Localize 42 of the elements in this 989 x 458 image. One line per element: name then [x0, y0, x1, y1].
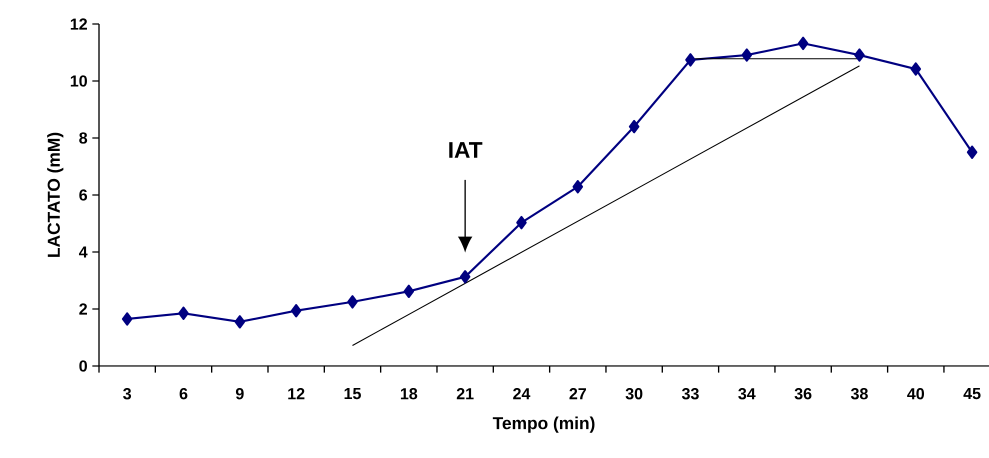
y-tick-label: 10: [70, 75, 87, 87]
x-tick-label: 27: [569, 388, 586, 400]
point: [685, 53, 696, 67]
y-axis-title: LACTATO (mM): [47, 132, 64, 257]
annotation: IAT: [449, 142, 482, 158]
x-tick-label: 18: [400, 388, 418, 400]
y-tick-label: 6: [79, 189, 88, 201]
point: [516, 216, 527, 230]
x-tick-label: 3: [123, 388, 132, 400]
point: [742, 48, 752, 62]
y-tick-label: 12: [70, 18, 87, 30]
point: [854, 48, 865, 62]
point: [347, 295, 358, 309]
point: [404, 284, 414, 298]
x-tick-label: 38: [850, 388, 868, 400]
point: [572, 180, 584, 194]
x-tick-label: 36: [794, 388, 812, 400]
x-tick-label: 34: [738, 388, 756, 400]
point: [460, 270, 470, 284]
x-tick-label: 6: [180, 388, 188, 400]
y-tick-label: 4: [78, 246, 88, 258]
x-tick-label: 12: [288, 388, 304, 400]
x-tick-label: 30: [626, 388, 642, 400]
x-tick-label: 40: [907, 388, 924, 400]
x-tick-label: 9: [236, 388, 244, 400]
x-tick-label: 15: [344, 388, 361, 400]
x-tick-label: 33: [682, 388, 699, 400]
point: [122, 312, 132, 326]
x-tick-label: 21: [456, 388, 474, 400]
point: [798, 36, 808, 50]
point: [234, 315, 246, 328]
y-tick-label: 8: [79, 132, 88, 144]
y-tick-label: 2: [79, 303, 87, 315]
point: [910, 62, 922, 76]
x-axis-title: Tempo (min): [492, 416, 594, 433]
x-tick-label: 24: [513, 388, 530, 400]
x-tick-label: 45: [963, 388, 981, 400]
point: [290, 304, 302, 318]
point: [178, 306, 189, 320]
y-tick-label: 0: [79, 360, 87, 372]
point: [966, 146, 978, 159]
point: [628, 120, 640, 134]
